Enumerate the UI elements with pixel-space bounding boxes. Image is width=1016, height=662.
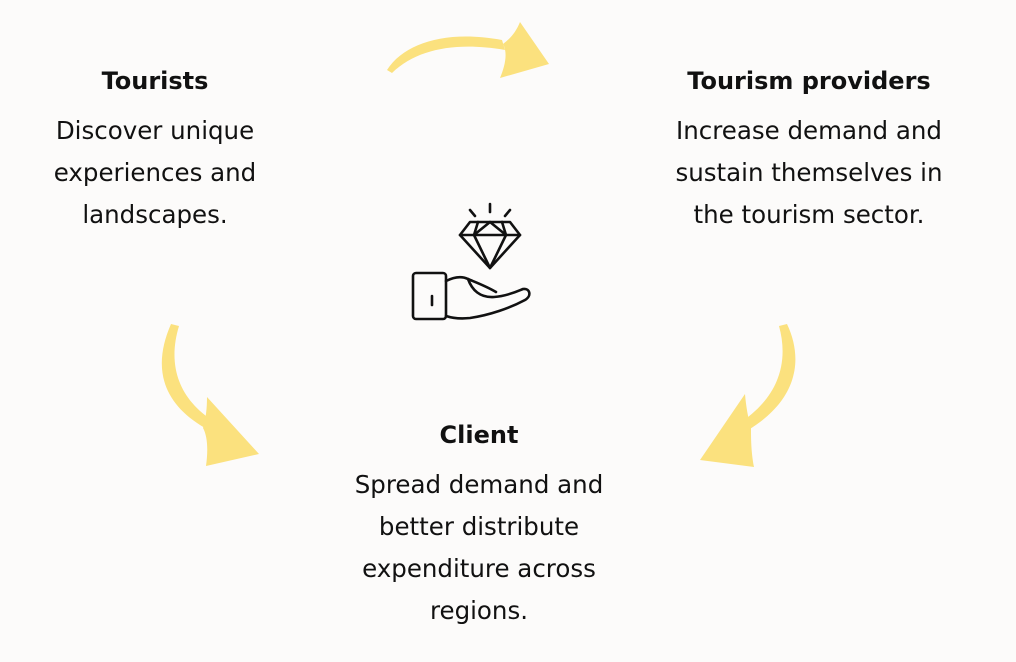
arrow-top-head xyxy=(500,22,549,78)
diamond-outline xyxy=(458,220,522,270)
node-title-client: Client xyxy=(439,421,519,449)
description-line: experiences and xyxy=(53,158,257,187)
description-line: Spread demand and xyxy=(354,470,604,499)
description-line: the tourism sector. xyxy=(693,200,925,229)
sparkle-line-right xyxy=(503,208,512,218)
description-line: landscapes. xyxy=(82,200,228,229)
description-line: Increase demand and xyxy=(676,116,942,145)
curved-arrow-icon-right xyxy=(700,324,796,467)
hand-outline xyxy=(444,275,531,320)
description-line: Discover unique xyxy=(55,116,255,145)
thumb-line xyxy=(466,277,498,294)
sleeve-cuff xyxy=(411,271,448,321)
description-line: better distribute xyxy=(378,512,580,541)
arrow-top-shaft xyxy=(387,36,505,73)
node-description-tourists: Discover unique experiences and landscap… xyxy=(20,110,290,236)
curved-arrow-icon-top xyxy=(387,22,549,78)
node-client: Client Spread demand and better distribu… xyxy=(316,420,642,632)
description-line: expenditure across xyxy=(362,554,596,583)
node-title-tourism-providers: Tourism providers xyxy=(687,67,931,95)
arrow-left-head xyxy=(203,397,259,466)
node-description-client: Spread demand and better distribute expe… xyxy=(316,464,642,632)
node-tourists: Tourists Discover unique experiences and… xyxy=(20,66,290,236)
diamond-crown-facets xyxy=(472,220,508,237)
description-line: sustain themselves in xyxy=(675,158,943,187)
sparkle-line-left xyxy=(468,208,477,218)
node-description-tourism-providers: Increase demand and sustain themselves i… xyxy=(636,110,982,236)
description-line: regions. xyxy=(429,596,529,625)
diamond-facets xyxy=(472,220,508,270)
arrow-right-shaft xyxy=(738,324,796,430)
node-tourism-providers: Tourism providers Increase demand and su… xyxy=(636,66,982,236)
arrow-right-head xyxy=(700,394,754,467)
arrow-left-shaft xyxy=(161,324,215,428)
node-title-tourists: Tourists xyxy=(101,67,209,95)
curved-arrow-icon-left xyxy=(161,324,259,466)
